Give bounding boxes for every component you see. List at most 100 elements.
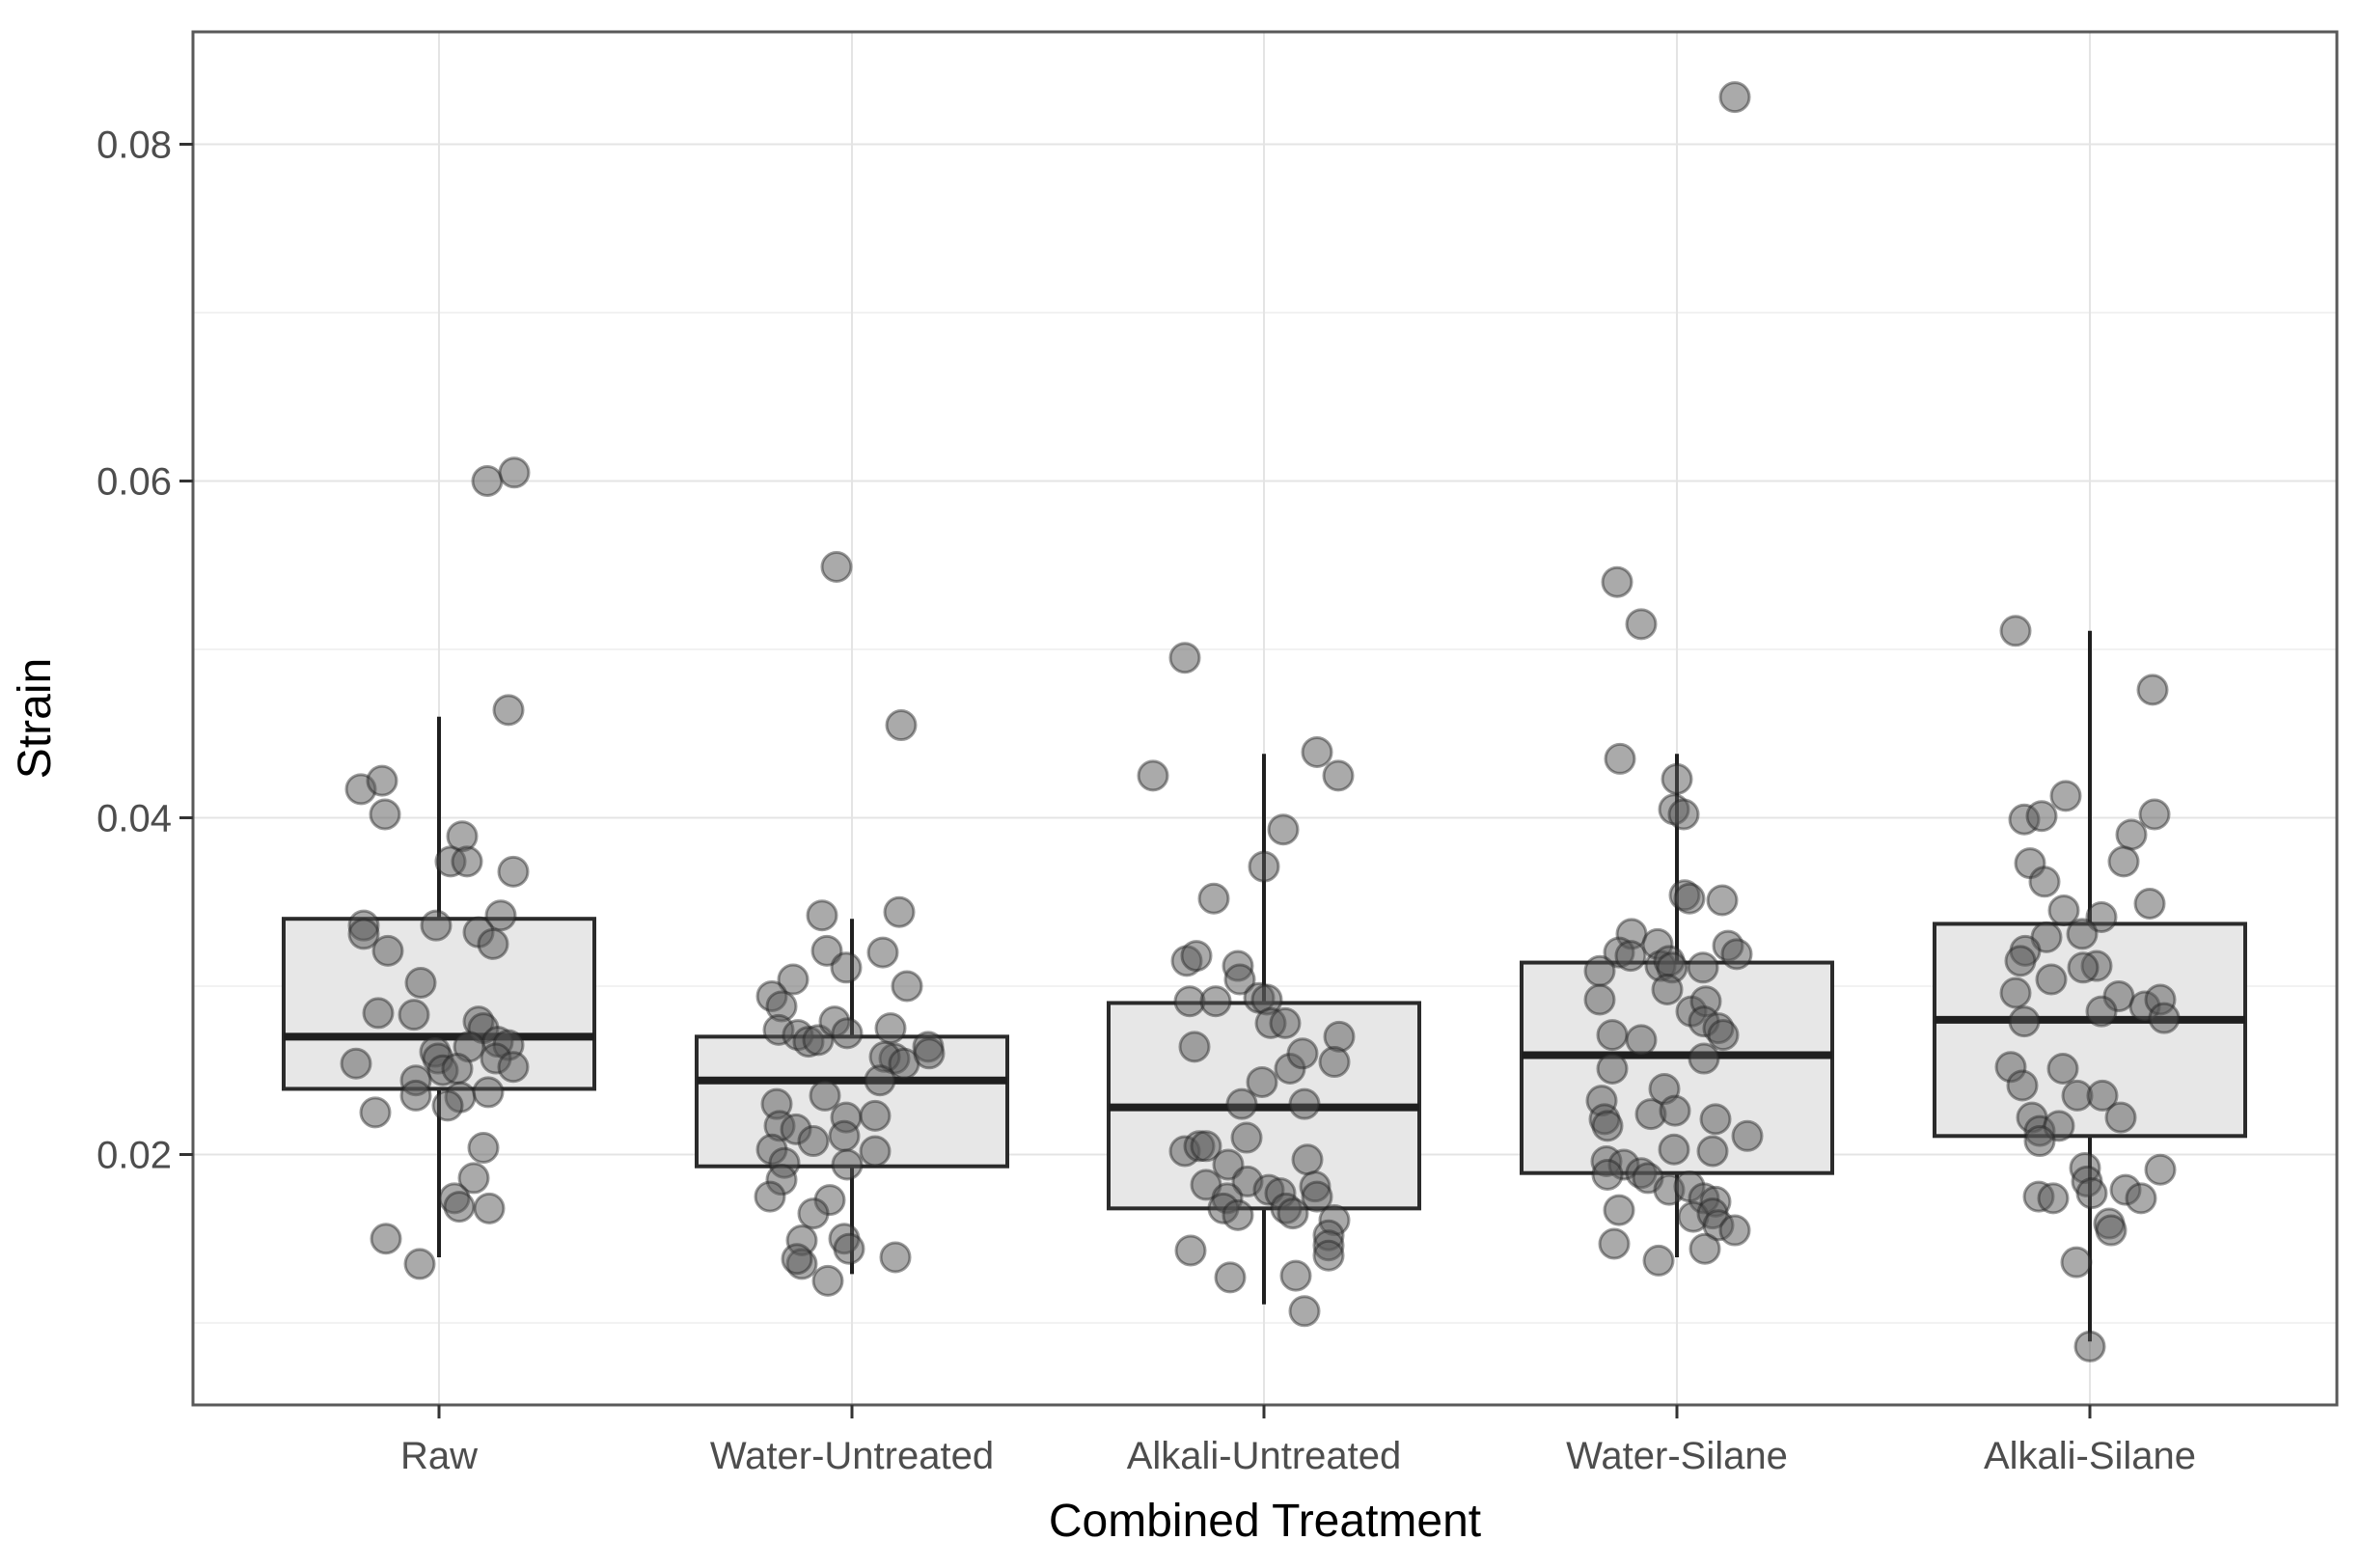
- jitter-point: [2030, 921, 2063, 953]
- jitter-point: [2023, 1125, 2056, 1158]
- jitter-point: [1651, 973, 1684, 1005]
- jitter-point: [2075, 1177, 2108, 1210]
- jitter-point: [2004, 945, 2037, 977]
- jitter-point: [2144, 1153, 2177, 1186]
- jitter-point: [1688, 1232, 1721, 1265]
- jitter-point: [1625, 608, 1658, 641]
- jitter-point: [1614, 940, 1647, 973]
- y-axis-title: Strain: [10, 658, 61, 779]
- jitter-point: [451, 845, 483, 878]
- jitter-point: [1673, 882, 1706, 915]
- jitter-point: [1197, 882, 1230, 915]
- jitter-point: [2028, 866, 2061, 898]
- jitter-point: [2107, 845, 2140, 878]
- jitter-point: [498, 456, 531, 489]
- jitter-point: [497, 855, 530, 888]
- jitter-point: [1230, 1121, 1263, 1154]
- jitter-point: [2067, 951, 2100, 984]
- jitter-point: [833, 1232, 865, 1265]
- y-tick-label: 0.04: [96, 798, 172, 840]
- jitter-point: [2095, 1214, 2128, 1247]
- jitter-point: [2035, 963, 2068, 996]
- jitter-point: [1596, 1019, 1629, 1052]
- jitter-point: [2125, 1182, 2157, 1215]
- jitter-point: [809, 1079, 841, 1112]
- jitter-point: [1190, 1169, 1222, 1201]
- jitter-point: [2060, 1246, 2093, 1279]
- jitter-point: [1137, 759, 1169, 792]
- jitter-point: [1286, 1037, 1319, 1070]
- jitter-point: [472, 1076, 505, 1109]
- jitter-point: [1279, 1259, 1312, 1292]
- jitter-point: [802, 1024, 835, 1057]
- x-tick-label: Raw: [400, 1435, 478, 1477]
- jitter-point: [810, 934, 843, 967]
- jitter-point: [1301, 1180, 1333, 1213]
- x-tick-label: Water-Untreated: [710, 1435, 994, 1477]
- jitter-point: [1223, 963, 1256, 996]
- jitter-point: [2066, 918, 2099, 950]
- jitter-point: [2073, 1330, 2106, 1362]
- jitter-point: [1625, 1024, 1658, 1057]
- jitter-point: [831, 1148, 864, 1181]
- jitter-point: [497, 1051, 530, 1084]
- jitter-point: [1318, 1046, 1351, 1079]
- jitter-point: [1661, 762, 1693, 795]
- y-tick-label: 0.08: [96, 124, 172, 167]
- jitter-point: [1291, 1143, 1324, 1176]
- jitter-point: [1731, 1119, 1764, 1152]
- jitter-point: [340, 1047, 372, 1080]
- jitter-point: [359, 1096, 392, 1129]
- jitter-point: [1999, 977, 2032, 1009]
- jitter-point: [1199, 985, 1232, 1018]
- jitter-point: [1322, 759, 1355, 792]
- jitter-point: [1699, 1103, 1732, 1136]
- jitter-point: [1190, 1130, 1222, 1163]
- y-tick-label: 0.06: [96, 461, 172, 504]
- jitter-point: [2085, 900, 2118, 933]
- jitter-point: [1174, 1234, 1207, 1267]
- jitter-point: [2086, 1079, 2119, 1112]
- jitter-point: [1246, 1065, 1278, 1098]
- jitter-point: [1583, 983, 1616, 1016]
- x-tick-label: Water-Silane: [1566, 1435, 1788, 1477]
- jitter-point: [1267, 813, 1300, 846]
- jitter-point: [2138, 798, 2171, 831]
- jitter-point: [1312, 1239, 1345, 1272]
- jitter-point: [1999, 615, 2032, 647]
- jitter-point: [859, 1135, 892, 1168]
- jitter-point: [2133, 887, 2166, 920]
- jitter-point: [1180, 940, 1213, 973]
- jitter-point: [888, 1047, 920, 1080]
- jitter-point: [806, 899, 838, 932]
- jitter-point: [864, 1064, 896, 1097]
- jitter-point: [1696, 1135, 1729, 1168]
- jitter-point: [1288, 1087, 1321, 1120]
- jitter-point: [1248, 850, 1280, 883]
- jitter-point: [1718, 1214, 1751, 1247]
- jitter-point: [2049, 780, 2082, 812]
- jitter-point: [1583, 954, 1616, 987]
- y-tick-label: 0.02: [96, 1135, 172, 1177]
- jitter-point: [369, 798, 401, 831]
- jitter-point: [477, 927, 509, 960]
- jitter-point: [797, 1125, 830, 1158]
- jitter-point: [467, 1132, 500, 1165]
- jitter-point: [781, 1243, 813, 1276]
- jitter-point: [797, 1197, 830, 1230]
- jitter-point: [1288, 1295, 1321, 1328]
- jitter-point: [1667, 798, 1700, 831]
- jitter-point: [1225, 1087, 1258, 1120]
- jitter-point: [1591, 1110, 1624, 1142]
- jitter-point: [443, 1191, 476, 1224]
- jitter-point: [2006, 1069, 2039, 1102]
- jitter-point: [370, 1223, 402, 1255]
- jitter-point: [883, 895, 916, 928]
- jitter-point: [2037, 1182, 2070, 1215]
- jitter-point: [1642, 1244, 1675, 1277]
- jitter-point: [866, 936, 899, 969]
- jitter-point: [347, 918, 380, 950]
- jitter-point: [399, 1079, 432, 1112]
- jitter-point: [2104, 1101, 2137, 1134]
